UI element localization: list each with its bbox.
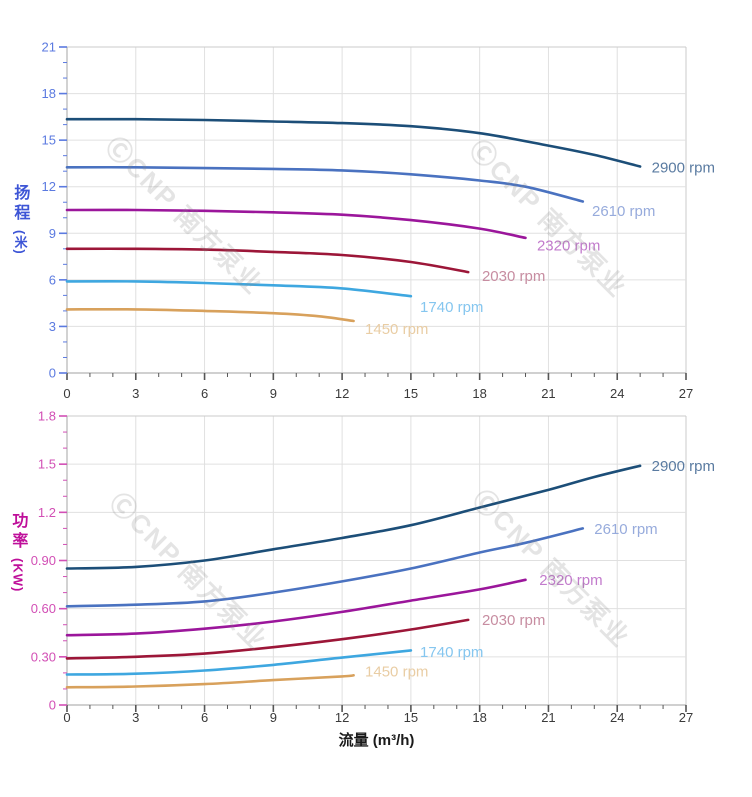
curve-label-1450-rpm-head: 1450 rpm [365, 321, 428, 338]
x-tick-label: 18 [472, 710, 486, 725]
y-tick-label: 0.30 [31, 649, 56, 664]
x-tick-label: 24 [610, 710, 624, 725]
curve-2030-rpm-power [65, 618, 470, 660]
curve-label-2900-rpm-power: 2900 rpm [652, 458, 715, 475]
curve-1450-rpm-head [65, 307, 355, 323]
curve-label-2030-rpm-head: 2030 rpm [482, 268, 545, 285]
x-tick-label: 9 [270, 386, 277, 401]
curve-2900-rpm-power [65, 464, 642, 570]
x-tick-label: 12 [335, 710, 349, 725]
curve-1740-rpm-head [65, 280, 413, 298]
x-tick-label: 12 [335, 386, 349, 401]
y-tick-label: 0 [49, 366, 56, 381]
x-tick-label: 3 [132, 710, 139, 725]
x-tick-label: 21 [541, 710, 555, 725]
x-tick-label: 0 [63, 386, 70, 401]
curve-label-2320-rpm-head: 2320 rpm [537, 238, 600, 255]
curve-2320-rpm-power [65, 578, 527, 637]
x-tick-label: 9 [270, 710, 277, 725]
y-tick-label: 3 [49, 319, 56, 334]
head-axis-unit: (米) [12, 230, 28, 255]
power-axis-unit: (KW) [10, 558, 26, 593]
curve-2320-rpm-head [65, 208, 527, 240]
curve-label-1740-rpm-head: 1740 rpm [420, 299, 483, 316]
x-tick-label: 15 [404, 710, 418, 725]
curve-2610-rpm-power [65, 527, 585, 608]
curve-1450-rpm-power [65, 674, 355, 689]
power-axis-title: 功率 (KW) [8, 512, 26, 592]
x-tick-label: 15 [404, 386, 418, 401]
cnp-watermark: ⒸCNP 南方泵业 [100, 131, 269, 300]
y-tick-label: 0.90 [31, 553, 56, 568]
power-axis-title-text: 功率 [9, 512, 27, 552]
y-tick-label: 1.2 [38, 505, 56, 520]
power-chart: 0 3 6 9 12 15 18 21 24 27 0 0.30 0.60 0.90 1.2 1.5 1.8 29… [31, 409, 715, 726]
x-tick-label: 21 [541, 386, 555, 401]
x-tick-label: 27 [679, 710, 693, 725]
y-tick-label: 0 [49, 698, 56, 713]
x-tick-label: 6 [201, 710, 208, 725]
y-tick-label: 1.8 [38, 409, 56, 424]
y-tick-label: 21 [42, 40, 56, 55]
y-tick-label: 0.60 [31, 601, 56, 616]
y-tick-label: 9 [49, 226, 56, 241]
curve-label-2610-rpm-power: 2610 rpm [594, 521, 657, 538]
curve-label-1740-rpm-power: 1740 rpm [420, 644, 483, 661]
y-tick-label: 1.5 [38, 457, 56, 472]
curve-2030-rpm-head [65, 247, 470, 274]
head-chart: 0 3 6 9 12 15 18 21 24 27 0 3 6 9 12 15 18 21 2900 rpm 2610… [42, 40, 715, 402]
head-axis-title-text: 扬程 [11, 184, 29, 224]
y-tick-label: 18 [42, 86, 56, 101]
curve-label-1450-rpm-power: 1450 rpm [365, 663, 428, 680]
curve-1740-rpm-power [65, 649, 413, 676]
x-tick-label: 0 [63, 710, 70, 725]
curve-label-2610-rpm-head: 2610 rpm [592, 203, 655, 220]
y-tick-label: 15 [42, 133, 56, 148]
x-tick-label: 18 [472, 386, 486, 401]
curve-2900-rpm-head [65, 117, 642, 168]
flow-axis-title: 流量 (m³/h) [338, 732, 415, 749]
curve-label-2030-rpm-power: 2030 rpm [482, 612, 545, 629]
x-tick-label: 24 [610, 386, 624, 401]
x-tick-label: 27 [679, 386, 693, 401]
y-tick-label: 6 [49, 272, 56, 287]
curve-label-2320-rpm-power: 2320 rpm [539, 572, 602, 589]
curve-2610-rpm-head [65, 165, 585, 203]
head-axis-title: 扬程 (米) [10, 184, 28, 255]
x-tick-label: 6 [201, 386, 208, 401]
curve-label-2900-rpm-head: 2900 rpm [652, 159, 715, 176]
x-tick-label: 3 [132, 386, 139, 401]
y-tick-label: 12 [42, 179, 56, 194]
